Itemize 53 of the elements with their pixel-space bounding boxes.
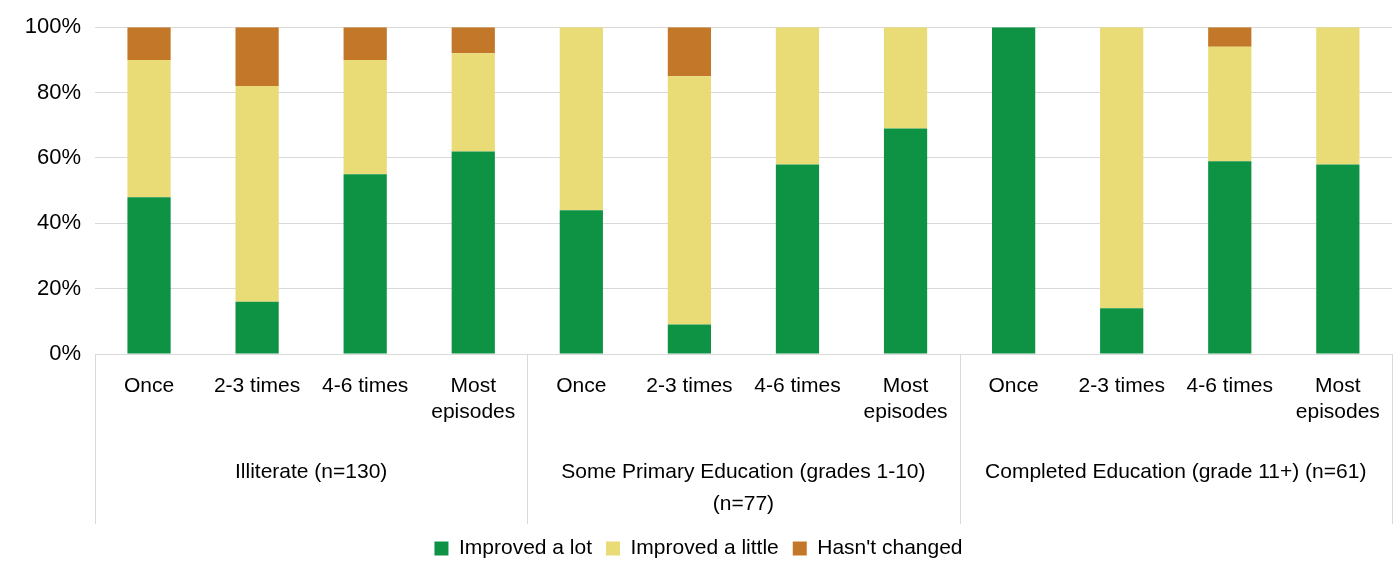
- bar: [1100, 27, 1144, 309]
- bar: [343, 27, 387, 60]
- bar: [127, 27, 171, 60]
- bar: [1208, 161, 1252, 354]
- bar: [667, 324, 712, 354]
- bar: [343, 174, 387, 354]
- x-tick-label: 2-3 times: [213, 373, 301, 397]
- text: Some Primary Education (grades 1-10) (n=77): [561, 458, 926, 514]
- bar: [667, 27, 712, 77]
- y-tick-label: 100%: [24, 13, 81, 39]
- bar: [775, 164, 820, 354]
- bar: [559, 27, 603, 211]
- bar: [235, 86, 279, 302]
- legend-label: Hasn't changed: [817, 535, 963, 559]
- x-tick-label: 2-3 times: [1078, 373, 1165, 397]
- bar: [559, 210, 603, 354]
- bar: [1316, 27, 1360, 165]
- x-tick-label: Most episodes: [1295, 373, 1380, 422]
- legend-label: Improved a little: [630, 535, 779, 559]
- bar: [1208, 46, 1252, 162]
- x-tick-label: 4-6 times: [754, 373, 841, 397]
- x-tick-label: 2-3 times: [646, 373, 733, 397]
- bar: [127, 59, 171, 198]
- x-tick-label: Once: [556, 373, 607, 397]
- x-tick-label: Most episodes: [863, 373, 948, 422]
- text: Completed Education (grade 11+) (n=61): [985, 458, 1367, 482]
- x-tick-label: 4-6 times: [322, 373, 409, 397]
- bar: [883, 128, 928, 354]
- bar: [343, 59, 387, 175]
- bar: [1316, 164, 1360, 354]
- legend-label: Improved a lot: [458, 535, 593, 559]
- x-tick-label: Once: [988, 373, 1039, 397]
- y-tick-label: 60%: [36, 143, 81, 169]
- bar: [775, 27, 820, 165]
- x-tick-label: Most episodes: [431, 373, 516, 422]
- bar: [667, 76, 712, 325]
- bar: [127, 197, 171, 354]
- bar: [1100, 308, 1144, 354]
- y-tick-label: 40%: [36, 209, 81, 235]
- x-tick-label: 4-6 times: [1186, 373, 1273, 397]
- y-tick-label: 20%: [36, 274, 81, 300]
- bar: [235, 301, 279, 354]
- bar: [451, 151, 495, 354]
- bar: [451, 27, 495, 54]
- bar: [235, 27, 279, 87]
- bar: [883, 27, 928, 129]
- y-tick-label: 80%: [36, 78, 81, 104]
- bar: [1208, 27, 1252, 47]
- bar: [992, 27, 1036, 354]
- y-tick-label: 0%: [49, 340, 81, 366]
- x-tick-label: Once: [123, 373, 175, 397]
- bar: [451, 53, 495, 152]
- text: Illiterate (n=130): [234, 458, 388, 482]
